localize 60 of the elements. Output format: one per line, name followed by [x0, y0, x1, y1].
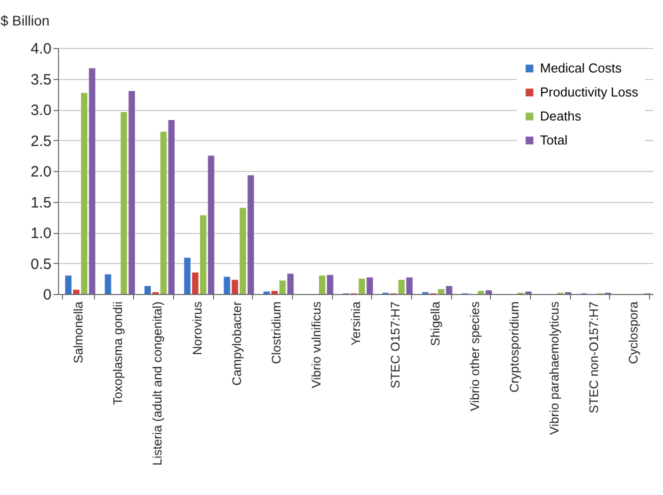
x-tick-label: Clostridium [270, 302, 284, 364]
bar [73, 290, 80, 294]
x-tick-label: Salmonella [71, 301, 86, 364]
bar [120, 112, 128, 294]
x-tick-label: Yersinia [349, 301, 363, 346]
bar [224, 276, 230, 294]
y-tick-label: 4.0 [30, 40, 52, 58]
bar [160, 132, 167, 294]
bar [240, 208, 246, 294]
bar [366, 277, 373, 294]
y-tick-label: 1.0 [30, 225, 52, 242]
legend-label: Medical Costs [540, 60, 622, 76]
bar [406, 277, 413, 294]
bar [287, 274, 294, 294]
bar [144, 286, 151, 294]
bar [208, 156, 214, 294]
bar [232, 280, 238, 294]
x-tick-label: Vibrio other species [468, 302, 482, 412]
y-axis-title: $ Billion [0, 12, 50, 28]
y-tick-label: 0 [43, 286, 52, 304]
bar [326, 274, 334, 294]
bar [271, 290, 278, 294]
bar [192, 272, 198, 294]
x-tick-label: Toxoplasma gondii [111, 302, 125, 406]
x-tick-label: Campylobacter [230, 302, 244, 386]
x-tick-label: Vibrio parahaemolyticus [547, 302, 562, 435]
legend-label: Deaths [540, 108, 582, 124]
x-tick-label: STEC O157:H7 [388, 301, 403, 388]
bar [168, 120, 175, 294]
bar [358, 278, 366, 294]
bar [248, 175, 254, 294]
x-tick-label: Vibrio vulnificus [309, 302, 324, 388]
y-tick-label: 2.0 [30, 164, 52, 180]
legend-label: Productivity Loss [540, 84, 639, 100]
bar [65, 276, 72, 294]
x-tick-label: Listeria (adult and congenital) [150, 302, 165, 466]
x-tick-label: STEC non-O157:H7 [587, 301, 601, 414]
bar [279, 280, 286, 294]
bar [104, 274, 112, 294]
bar [88, 68, 96, 294]
bar [128, 91, 135, 294]
x-tick-label: Cryptosporidium [508, 302, 522, 393]
x-tick-label: Shigella [428, 301, 442, 346]
y-tick-label: 3.5 [30, 71, 52, 88]
y-tick-label: 3.0 [30, 102, 52, 119]
y-tick-label: 1.5 [30, 194, 52, 212]
bar [486, 290, 492, 294]
bar [81, 92, 88, 294]
bar [200, 215, 206, 294]
y-tick-label: 0.5 [30, 256, 52, 273]
y-tick-label: 2.5 [30, 132, 52, 150]
bar [438, 289, 444, 294]
bar [319, 276, 326, 294]
x-tick-label: Cyclospora [626, 301, 641, 364]
bar [478, 290, 484, 294]
x-tick-label: Norovirus [190, 302, 204, 355]
bar [398, 280, 405, 294]
legend-label: Total [540, 132, 568, 148]
bar [184, 258, 190, 294]
bar [446, 286, 452, 294]
